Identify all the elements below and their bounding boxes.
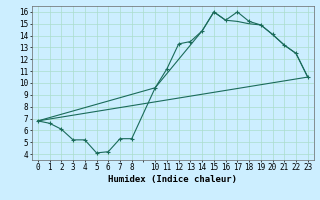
X-axis label: Humidex (Indice chaleur): Humidex (Indice chaleur) [108, 175, 237, 184]
